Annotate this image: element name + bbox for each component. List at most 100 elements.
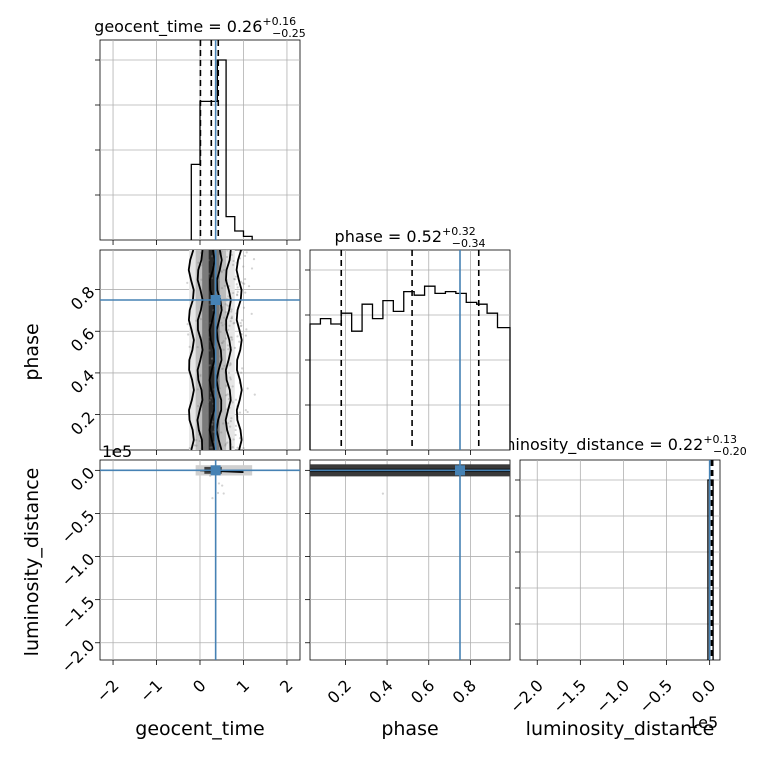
sample-point	[229, 362, 232, 365]
sample-point	[227, 348, 230, 351]
sample-point	[218, 387, 221, 390]
sample-point	[201, 383, 204, 386]
sample-point	[186, 281, 189, 284]
sample-point	[232, 291, 235, 295]
sample-point	[206, 403, 209, 406]
sample-point	[195, 444, 198, 447]
sample-point	[195, 439, 198, 442]
axes-frame	[309, 459, 511, 661]
axes-frame	[309, 249, 511, 451]
sample-point	[222, 348, 225, 351]
x-tick-label: 0	[189, 676, 210, 697]
sample-point	[223, 364, 226, 367]
sample-point	[224, 337, 228, 340]
x-tick-label: −1.5	[549, 676, 590, 717]
sample-point	[229, 378, 232, 381]
y-tick-label: −0.5	[57, 506, 98, 547]
sample-point	[236, 335, 239, 338]
sample-point	[220, 271, 223, 274]
sample-point	[225, 255, 229, 259]
sample-point	[222, 422, 225, 425]
y-tick-label: −1.5	[57, 593, 98, 634]
sample-point	[245, 251, 248, 254]
sample-point	[230, 336, 233, 339]
sample-point	[230, 308, 233, 311]
sample-point	[220, 431, 223, 434]
sample-point	[210, 255, 214, 258]
sample-point	[236, 293, 239, 296]
sample-point	[232, 438, 235, 441]
sample-point	[240, 324, 243, 327]
sample-point	[242, 306, 246, 309]
sample-point	[226, 344, 230, 347]
x-tick-label: 1	[232, 676, 253, 697]
sample-point	[234, 433, 237, 437]
sample-point	[211, 423, 214, 426]
sample-point	[234, 278, 237, 281]
sample-point	[223, 284, 226, 288]
sample-point	[234, 428, 237, 432]
histogram-step	[309, 285, 511, 450]
sample-point	[233, 321, 236, 324]
sample-point	[209, 396, 213, 399]
title-luminosity-distance: luminosity_distance = 0.22+0.13 −0.20	[485, 433, 747, 458]
sample-point	[250, 267, 254, 270]
panel-distance-vs-phase: 0.2 0.4 0.6 0.8	[305, 459, 511, 707]
xlabel-geocent-time: geocent_time	[135, 718, 264, 740]
panel-distance-vs-geocent-time: −2 −1 0 1 2 −2.0−1.5−1.0−0.5 0.0	[57, 459, 301, 706]
sample-point	[381, 492, 385, 495]
sample-point	[238, 411, 242, 414]
sample-point	[218, 448, 221, 451]
x-tick-label: −0.5	[635, 676, 676, 717]
sample-point	[218, 399, 221, 403]
sample-point	[211, 497, 214, 500]
sample-point	[207, 272, 211, 275]
offset-label-x: 1e5	[688, 713, 718, 732]
sample-point	[201, 272, 205, 275]
y-tick-label: 0.8	[67, 283, 98, 314]
truth-marker	[455, 465, 465, 476]
sample-point	[235, 283, 238, 286]
panel-hist-geocent-time	[95, 39, 301, 245]
sample-point	[221, 367, 224, 370]
sample-point	[230, 310, 233, 313]
sample-point	[233, 346, 236, 349]
sample-point	[244, 291, 247, 294]
sample-point	[213, 441, 216, 444]
sample-point	[209, 446, 212, 449]
density-band	[208, 250, 215, 450]
sample-point	[196, 388, 199, 391]
sample-point	[233, 277, 236, 281]
offset-label-y: 1e5	[102, 442, 132, 461]
sample-point	[203, 328, 206, 331]
sample-point	[225, 385, 228, 388]
sample-point	[229, 320, 232, 323]
x-tick-label: 0.8	[449, 676, 480, 707]
y-tick-label: 0.2	[67, 408, 98, 439]
y-tick-label: 0.4	[67, 366, 98, 397]
sample-point	[188, 345, 191, 348]
sample-point	[236, 286, 239, 289]
sample-point	[204, 320, 208, 324]
panel-phase-vs-geocent-time: 0.2 0.4 0.6 0.8	[67, 249, 301, 455]
sample-point	[246, 410, 249, 414]
sample-point	[205, 312, 208, 315]
sample-point	[226, 393, 229, 396]
x-tick-label: −2.0	[506, 676, 547, 717]
sample-point	[244, 334, 247, 337]
sample-point	[247, 285, 251, 288]
sample-point	[207, 364, 210, 367]
sample-point	[222, 268, 225, 272]
sample-point	[220, 341, 224, 345]
sample-point	[202, 444, 205, 447]
sample-point	[226, 249, 229, 252]
sample-point	[229, 336, 232, 339]
sample-point	[211, 422, 214, 426]
sample-point	[228, 324, 231, 327]
sample-point	[196, 404, 200, 408]
sample-point	[212, 430, 215, 433]
sample-point	[229, 376, 232, 379]
sample-point	[245, 328, 248, 331]
sample-point	[204, 402, 207, 406]
